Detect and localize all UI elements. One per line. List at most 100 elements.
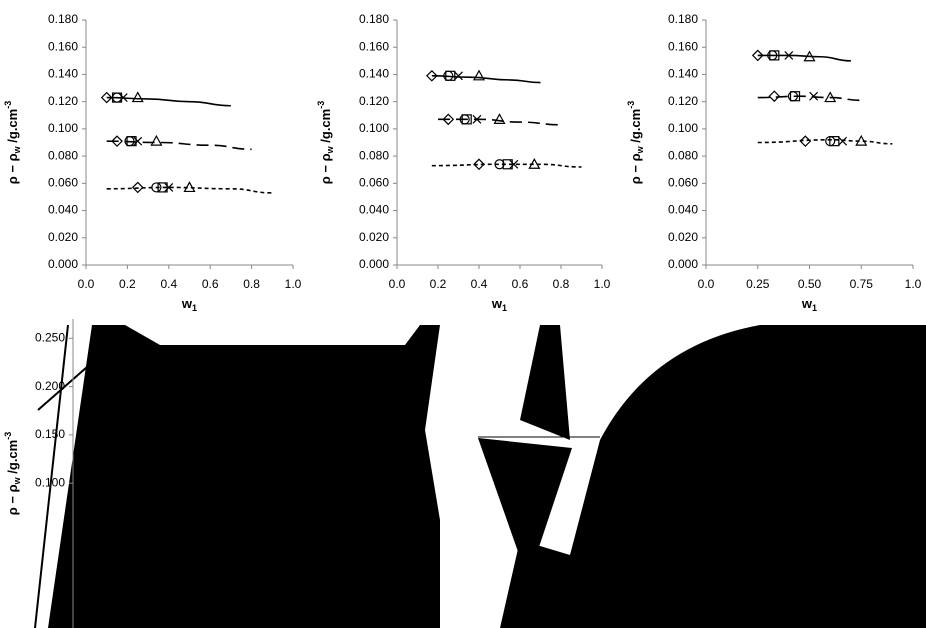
marker-cross (454, 71, 463, 81)
chart: 0.100 0.150 0.200 0.250 ρ − ρw /g.cm-3 (3, 319, 74, 628)
y-tick-label: 0.020 (668, 230, 698, 244)
y-label-text: ρ − ρ (628, 153, 643, 184)
x-tick-label: 0.0 (78, 277, 95, 291)
y-label-text: /g.cm (628, 109, 643, 147)
black-artifact (520, 325, 570, 440)
marker-square (502, 159, 513, 170)
marker-cross (164, 182, 174, 192)
y-tick-label: 0.020 (48, 230, 78, 244)
y-tick-label: 0.040 (359, 203, 389, 217)
y-label-sub: w (635, 145, 645, 154)
marker-diamond (768, 90, 781, 103)
y-label-sup: -3 (3, 432, 13, 440)
marker-cross (838, 136, 848, 146)
y-tick-label: 0.180 (48, 12, 78, 26)
y-axis-label: ρ − ρw /g.cm-3 (626, 101, 645, 185)
marker-diamond (751, 49, 764, 62)
y-label-sup: -3 (626, 101, 636, 109)
x-tick-label: 0.2 (119, 277, 136, 291)
y-label-sub: w (12, 476, 22, 485)
fit-curve (431, 163, 582, 168)
marker-cross (133, 136, 143, 146)
y-tick-label: 0.080 (48, 148, 78, 162)
marker-circle (151, 182, 162, 193)
y-tick-label: 0.020 (359, 230, 389, 244)
y-tick-label: 0.140 (359, 67, 389, 81)
fit-curve (106, 96, 231, 107)
fit-curve (438, 118, 562, 126)
x-tick-label: 0.6 (202, 277, 219, 291)
marker-triangle (528, 158, 541, 169)
x-tick-label: 0.6 (512, 277, 529, 291)
y-tick-label: 0.040 (48, 203, 78, 217)
y-tick-label: 0.060 (48, 176, 78, 190)
y-tick-label: 0.140 (668, 67, 698, 81)
chart: 0.000 0.020 0.040 0.060 0.080 0.100 0.120 0.140… (316, 12, 610, 313)
x-label-sub: 1 (192, 303, 197, 313)
marker-cross (784, 50, 794, 60)
x-label-sub: 1 (502, 303, 507, 313)
y-tick-label: 0.180 (359, 12, 389, 26)
y-tick-label: 0.180 (668, 12, 698, 26)
fit-curve (757, 54, 851, 62)
y-label-text: ρ − ρ (318, 153, 333, 184)
y-tick-label: 0.100 (668, 121, 698, 135)
marker-diamond (442, 113, 455, 126)
marker-diamond (100, 91, 113, 104)
marker-square (829, 136, 840, 147)
y-tick-label: 0.160 (668, 39, 698, 53)
y-label-sup: -3 (316, 101, 326, 109)
chart: 0.000 0.020 0.040 0.060 0.080 0.100 0.120 0.140… (626, 12, 921, 313)
marker-square (111, 92, 123, 103)
marker-triangle (824, 91, 837, 103)
marker-triangle (803, 50, 816, 62)
marker-square (461, 114, 472, 125)
y-axis-label: ρ − ρw /g.cm-3 (3, 101, 22, 185)
y-tick-label: 0.080 (359, 148, 389, 162)
x-tick-label: 0.25 (746, 277, 770, 291)
y-tick-label: 0.120 (48, 94, 78, 108)
y-label-text: /g.cm (318, 109, 333, 147)
y-label-text: /g.cm (5, 440, 20, 478)
x-label-sub: 1 (812, 303, 817, 313)
y-label-text: ρ − ρ (5, 484, 20, 515)
y-tick-label: 0.080 (668, 148, 698, 162)
black-artifact (48, 325, 440, 628)
x-tick-label: 0.0 (698, 277, 715, 291)
fit-curve (431, 75, 541, 84)
marker-diamond (473, 158, 485, 171)
y-tick-label: 0.140 (48, 67, 78, 81)
marker-circle (494, 159, 505, 170)
marker-cross (509, 159, 519, 169)
marker-triangle (472, 69, 486, 81)
marker-triangle (855, 134, 868, 146)
y-tick-label: 0.000 (48, 257, 78, 271)
artifact-line (37, 359, 96, 411)
x-tick-label: 1.0 (905, 277, 922, 291)
y-label-sup: -3 (3, 101, 13, 109)
y-label-text: /g.cm (5, 109, 20, 147)
x-axis-label: w1 (801, 296, 817, 313)
fit-curve (106, 186, 273, 194)
x-tick-label: 0.50 (798, 277, 822, 291)
y-tick-label: 0.100 (359, 121, 389, 135)
marker-triangle (150, 134, 163, 146)
chart: 0.000 0.020 0.040 0.060 0.080 0.100 0.120 0.140… (3, 12, 301, 313)
marker-square (157, 182, 168, 193)
marker-diamond (131, 181, 144, 194)
marker-diamond (111, 135, 123, 147)
x-tick-label: 0.4 (160, 277, 177, 291)
y-tick-label: 0.200 (35, 379, 65, 393)
y-tick-label: 0.040 (668, 203, 698, 217)
x-tick-label: 1.0 (594, 277, 611, 291)
y-tick-label: 0.160 (359, 39, 389, 53)
marker-square (789, 91, 801, 102)
marker-diamond (799, 135, 812, 147)
y-tick-label: 0.000 (359, 257, 389, 271)
x-tick-label: 0.2 (430, 277, 447, 291)
y-tick-label: 0.100 (48, 121, 78, 135)
x-label-text: w (181, 296, 193, 311)
y-label-sub: w (12, 145, 22, 154)
